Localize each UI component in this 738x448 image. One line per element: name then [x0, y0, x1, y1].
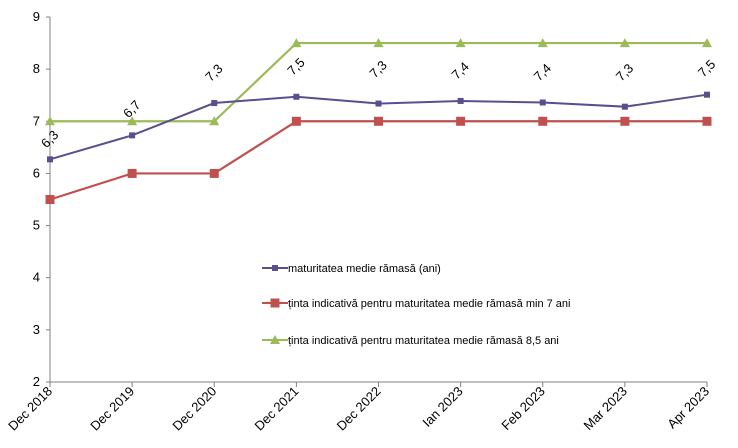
x-tick-label: Dec 2022 — [334, 384, 384, 434]
data-point — [621, 103, 628, 110]
x-tick-label: Feb 2023 — [498, 384, 547, 433]
data-point — [45, 116, 55, 126]
data-point — [537, 38, 548, 48]
data-label: 7,3 — [366, 58, 389, 81]
data-point — [375, 100, 382, 107]
data-point — [129, 132, 136, 139]
data-point — [374, 116, 383, 126]
series-line — [49, 120, 707, 201]
data-label: 7,5 — [695, 57, 718, 80]
data-point — [456, 116, 466, 126]
series-1 — [47, 91, 710, 163]
y-tick-label: 5 — [33, 218, 40, 233]
data-point — [457, 97, 464, 104]
data-label: 7,3 — [202, 61, 225, 84]
x-tick-label: Mar 2023 — [581, 384, 630, 433]
legend-marker — [270, 335, 280, 344]
legend-marker — [272, 265, 278, 271]
x-tick-label: Dec 2018 — [5, 384, 55, 434]
x-tick-label: Ian 2023 — [419, 384, 465, 430]
data-point — [704, 91, 710, 98]
data-label: 7,4 — [531, 60, 554, 83]
series-2 — [45, 116, 712, 204]
data-point — [455, 38, 466, 48]
x-tick-label: Dec 2021 — [252, 384, 302, 434]
y-tick-label: 2 — [33, 374, 40, 389]
series-line — [50, 41, 707, 123]
data-label: 6,3 — [38, 127, 61, 150]
x-tick-label: Dec 2020 — [169, 384, 219, 434]
x-tick-label: Dec 2019 — [87, 384, 137, 434]
data-point — [127, 116, 138, 126]
data-point — [702, 38, 712, 48]
y-tick-label: 8 — [33, 61, 40, 76]
y-tick-label: 4 — [33, 270, 40, 285]
y-tick-label: 7 — [33, 113, 40, 128]
data-label: 6,7 — [120, 97, 143, 120]
y-tick-label: 9 — [33, 9, 40, 24]
legend: maturitatea medie rămasă (ani) ținta indi… — [262, 263, 570, 347]
series-group — [45, 38, 712, 204]
data-point — [702, 116, 712, 126]
y-tick-label: 6 — [33, 165, 40, 180]
data-point — [619, 38, 630, 48]
data-point — [47, 156, 53, 163]
legend-label: maturitatea medie rămasă (ani) — [288, 263, 441, 275]
data-point — [373, 38, 384, 48]
x-tick-label: Apr 2023 — [664, 384, 712, 432]
legend-label: ținta indicativă pentru maturitatea medi… — [288, 335, 559, 347]
axes: 2 3 4 5 6 7 8 9 Dec 2018 Dec 2019 Dec 2020 Dec 2021… — [5, 9, 712, 433]
data-point — [209, 168, 219, 178]
data-point — [293, 93, 300, 100]
data-point — [45, 195, 55, 204]
y-tick-label: 3 — [33, 322, 40, 337]
data-point — [291, 38, 302, 48]
data-point — [127, 168, 137, 178]
legend-marker — [270, 298, 280, 308]
data-label: 7,3 — [613, 61, 636, 84]
legend-item-2: ținta indicativă pentru maturitatea medi… — [262, 298, 570, 310]
data-point — [539, 99, 546, 106]
data-point — [209, 116, 220, 126]
series-3 — [45, 38, 712, 126]
data-label: 7,4 — [449, 59, 472, 82]
data-point — [211, 100, 218, 107]
legend-item-3: ținta indicativă pentru maturitatea medi… — [262, 335, 559, 347]
data-label: 7,5 — [284, 55, 307, 78]
data-point — [291, 116, 301, 126]
data-point — [620, 116, 630, 126]
legend-item-1: maturitatea medie rămasă (ani) — [262, 263, 441, 275]
legend-label: ținta indicativă pentru maturitatea medi… — [288, 298, 570, 310]
data-point — [538, 116, 548, 126]
